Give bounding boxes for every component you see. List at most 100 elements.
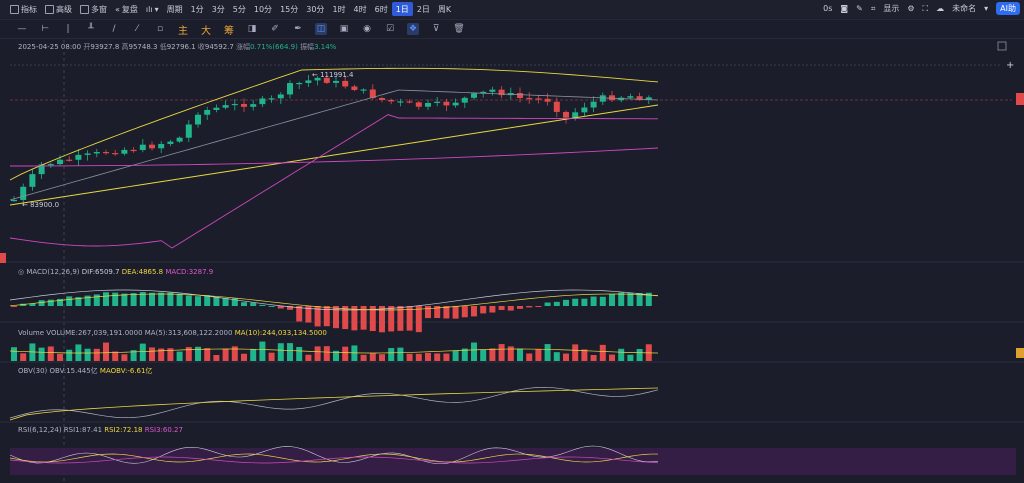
volume-bar: [397, 347, 404, 361]
period-4h[interactable]: 4时: [353, 4, 367, 14]
maobv-label: MAOBV:: [99, 367, 128, 375]
note-icon[interactable]: ☑: [385, 24, 395, 34]
layers-icon[interactable]: ❖: [407, 23, 419, 35]
period-5m[interactable]: 5分: [232, 4, 246, 14]
cloud-name[interactable]: 未命名: [952, 4, 977, 13]
pen-icon[interactable]: ✒: [294, 24, 302, 34]
candle-body: [636, 96, 643, 100]
brush-icon[interactable]: ✐: [271, 24, 279, 34]
candle-body: [11, 199, 17, 202]
ma-200-line: [9, 147, 659, 167]
macd-bar: [29, 303, 36, 306]
period-week[interactable]: 周K: [437, 4, 452, 14]
expand-icon[interactable]: [997, 41, 1007, 51]
macd-bar: [84, 295, 91, 306]
multi-chart-button[interactable]: 多窗: [76, 2, 111, 16]
macd-bar: [314, 306, 321, 327]
volume-bar: [618, 348, 625, 361]
magnet-icon[interactable]: ◫: [315, 23, 327, 35]
period-10m[interactable]: 10分: [253, 4, 273, 14]
collapse-icon[interactable]: ◎: [18, 268, 25, 276]
macd-bar: [167, 292, 174, 306]
candle-body: [38, 164, 45, 175]
measure-icon[interactable]: ▫: [156, 24, 164, 34]
period-1h[interactable]: 1时: [332, 4, 346, 14]
volume-bar: [11, 347, 17, 361]
ma5-label: MA(5):: [144, 329, 168, 337]
period-1d[interactable]: 1日: [391, 2, 413, 16]
crosshair-icon[interactable]: ◨: [247, 24, 257, 34]
chart-type-button[interactable]: ılı ▾: [142, 2, 163, 16]
period-button[interactable]: 周期: [163, 2, 187, 16]
volume-bar: [526, 353, 533, 361]
candle-body: [121, 149, 128, 154]
trash-icon[interactable]: 🗑: [453, 24, 465, 34]
candle-body: [425, 102, 431, 107]
vertical-line-icon[interactable]: |: [66, 24, 70, 34]
change-label: 涨幅: [236, 43, 251, 51]
camera-icon[interactable]: ◙: [840, 4, 849, 13]
main-force-button[interactable]: 主: [178, 25, 188, 37]
ray-icon[interactable]: ⊢: [41, 24, 49, 34]
replay-icon: «: [115, 4, 120, 14]
rsi3-value: 60.27: [162, 426, 183, 434]
rsi1-value: 87.41: [81, 426, 103, 434]
ohlc-row: 2025-04-25 08:00 开93927.8 高95748.3 低9279…: [18, 42, 336, 52]
vol-ma-line: [9, 348, 659, 354]
candle-body: [572, 112, 579, 118]
macd-bar: [57, 298, 63, 306]
macd-bar: [443, 306, 450, 319]
volume-bar: [231, 346, 238, 361]
cloud-icon[interactable]: ☁: [936, 4, 945, 13]
advanced-button[interactable]: 高级: [41, 2, 76, 16]
fullscreen-icon[interactable]: ⛶: [922, 3, 929, 13]
obv-line: [9, 386, 659, 419]
advanced-icon: [45, 4, 54, 14]
horizontal-line-icon[interactable]: —: [17, 24, 27, 34]
candle-body: [333, 80, 339, 83]
lock-icon[interactable]: ▣: [339, 24, 349, 34]
volume-bar: [130, 350, 137, 361]
volume-bar: [480, 349, 487, 361]
chips-button[interactable]: 筹: [224, 25, 234, 37]
period-6h[interactable]: 6时: [374, 4, 388, 14]
bollinger-lower-line: [9, 114, 659, 249]
open-label: 开: [83, 43, 91, 51]
filter-icon[interactable]: ⊽: [432, 24, 440, 34]
ai-button[interactable]: AI助: [996, 2, 1020, 15]
period-2d[interactable]: 2日: [416, 4, 430, 14]
fib-line-icon[interactable]: ⁄: [136, 24, 138, 34]
settings-icon[interactable]: ⚙: [907, 4, 915, 13]
volume-bar: [296, 347, 303, 361]
indicator-button[interactable]: 指标: [6, 2, 41, 16]
volume-bar: [75, 344, 82, 361]
eye-icon[interactable]: ◉: [363, 24, 371, 34]
obv-value: 15.445亿: [66, 367, 98, 375]
ma10-label: MA(10):: [234, 329, 263, 337]
layout-icon[interactable]: ⌗: [870, 3, 876, 13]
macd-bar: [222, 298, 229, 306]
big-order-button[interactable]: 大: [201, 25, 211, 37]
more-chevron-icon[interactable]: ▾: [984, 4, 989, 13]
period-3m[interactable]: 3分: [211, 4, 225, 14]
display-button[interactable]: 显示: [883, 4, 900, 13]
dif-label: DIF:: [81, 268, 96, 276]
edit-icon[interactable]: ✎: [856, 4, 863, 13]
period-1m[interactable]: 1分: [190, 4, 204, 14]
period-30m[interactable]: 30分: [306, 4, 325, 14]
trend-line-icon[interactable]: /: [112, 24, 116, 34]
ruler-icon[interactable]: ╨: [88, 24, 94, 34]
macd-bar: [397, 306, 404, 331]
close-value: 94592.7: [204, 43, 234, 51]
macd-bar: [360, 306, 367, 330]
period-15m[interactable]: 15分: [280, 4, 299, 14]
candle-body: [296, 82, 303, 85]
add-icon[interactable]: +: [1006, 60, 1014, 71]
replay-button[interactable]: «复盘: [111, 2, 142, 16]
high-price-label: ← 111991.4: [312, 71, 354, 79]
rsi-band: [10, 448, 1016, 475]
macd-bar: [333, 306, 339, 329]
volume-bar: [452, 350, 459, 361]
volume-bar: [406, 353, 413, 361]
